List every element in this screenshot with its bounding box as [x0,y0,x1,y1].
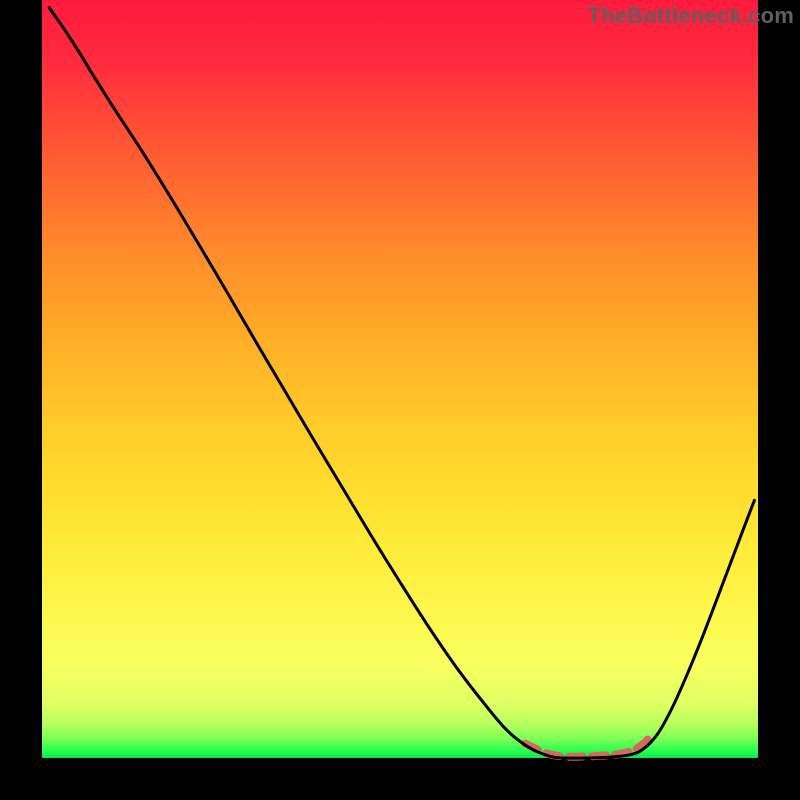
chart-border-bottom [0,758,800,800]
chart-root: TheBottleneck.com [0,0,800,800]
chart-gradient-background [42,0,758,758]
bottleneck-chart [0,0,800,800]
chart-border-left [0,0,42,800]
chart-border-right [758,0,800,800]
watermark-text: TheBottleneck.com [588,3,794,29]
